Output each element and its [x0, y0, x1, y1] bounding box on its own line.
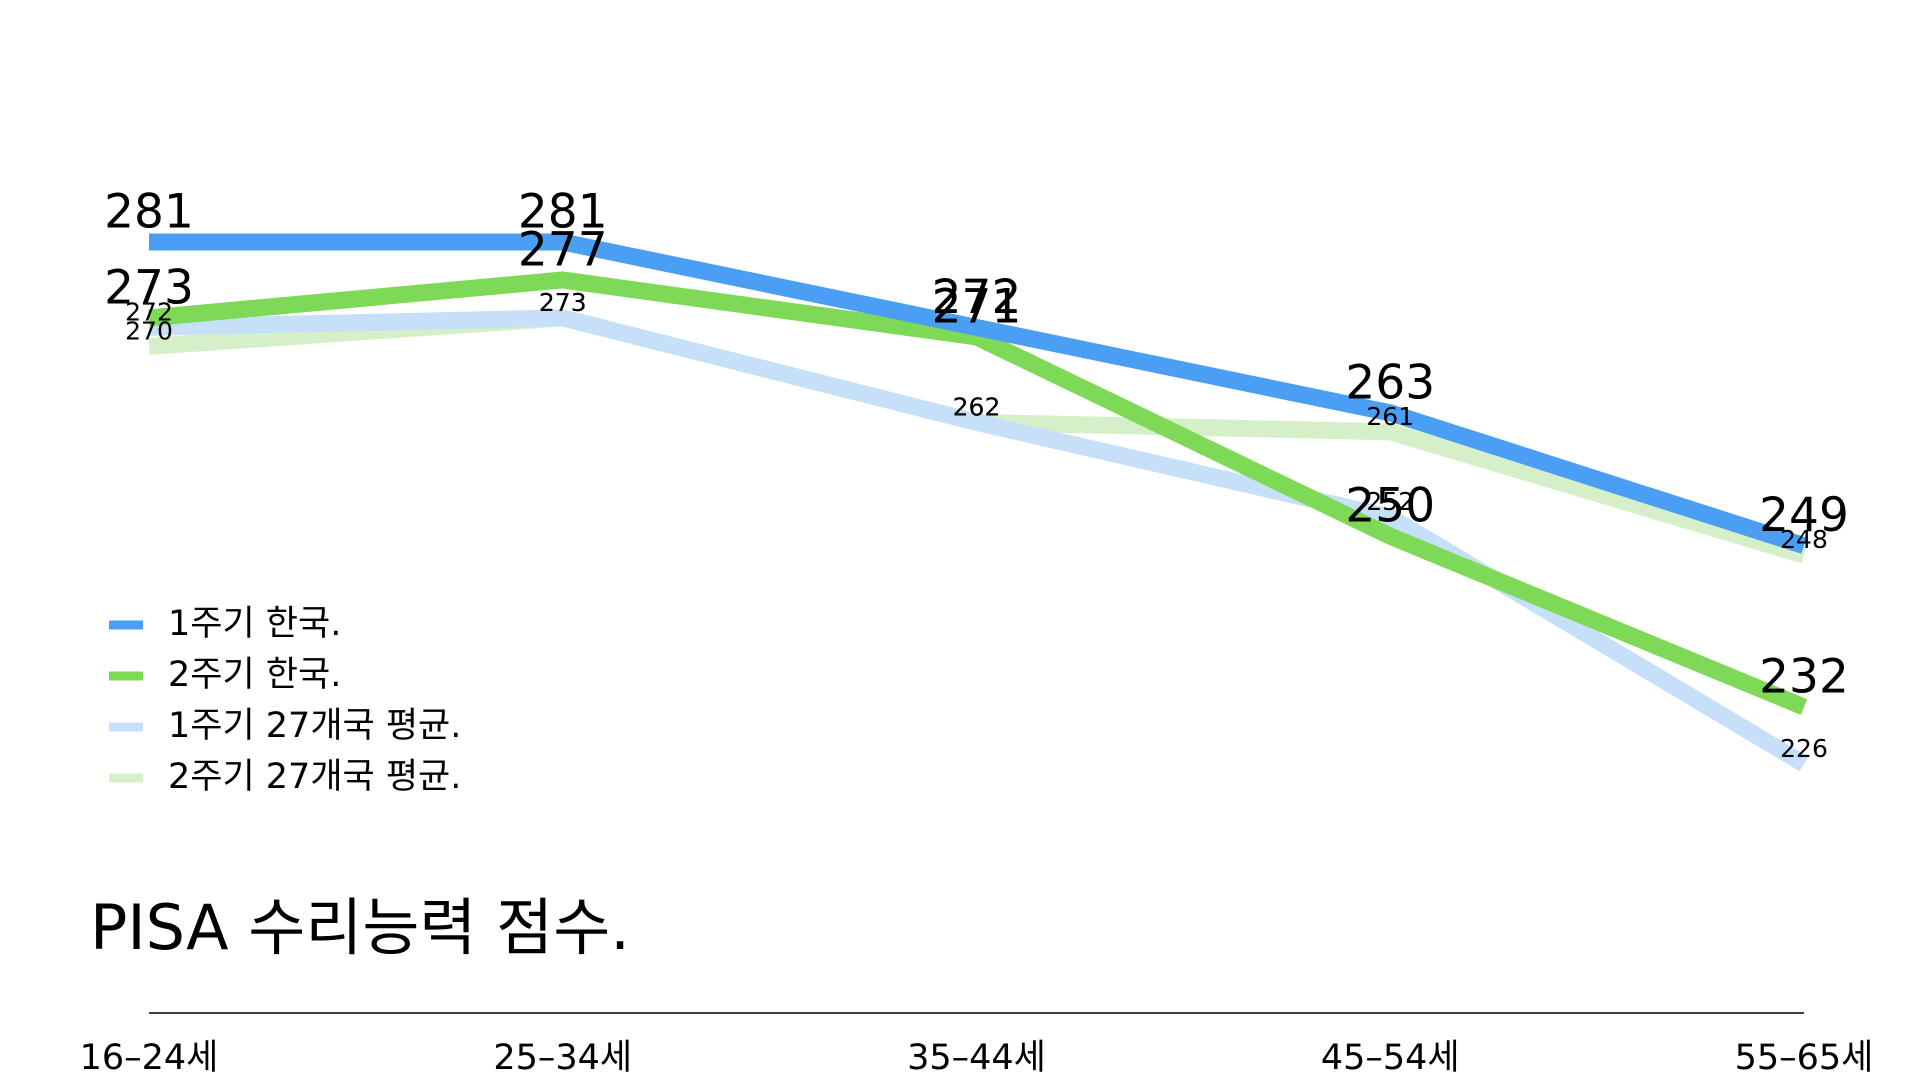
data-label: 250 — [1345, 479, 1435, 534]
data-label: 281 — [518, 185, 608, 240]
x-tick-label: 16–24세 — [80, 1038, 219, 1078]
data-label: 277 — [518, 222, 608, 277]
legend-label: 2주기 한국. — [168, 655, 341, 695]
legend-label: 1주기 27개국 평균. — [168, 706, 461, 746]
x-tick-label: 25–34세 — [493, 1038, 632, 1078]
data-label: 281 — [104, 185, 194, 240]
data-label: 261 — [1366, 402, 1414, 431]
data-label: 273 — [104, 260, 194, 315]
data-label: 262 — [953, 392, 1001, 421]
data-label: 273 — [539, 288, 587, 317]
data-label: 263 — [1345, 355, 1435, 410]
data-label: 248 — [1780, 525, 1828, 554]
legend-label: 1주기 한국. — [168, 604, 341, 644]
data-label: 272 — [932, 270, 1022, 325]
x-tick-label: 35–44세 — [907, 1038, 1046, 1078]
series-line — [149, 233, 1807, 554]
data-label: 262 — [953, 392, 1001, 421]
x-tick-label: 45–54세 — [1321, 1038, 1460, 1078]
data-label: 270 — [125, 316, 173, 345]
data-label: 271 — [932, 279, 1022, 334]
chart-title: PISA 수리능력 점수. — [90, 891, 630, 964]
data-label: 272 — [125, 297, 173, 326]
data-label: 273 — [539, 288, 587, 317]
data-label: 249 — [1759, 488, 1849, 543]
data-label: 226 — [1780, 734, 1828, 763]
series-line — [148, 309, 1809, 772]
data-label: 252 — [1366, 487, 1414, 516]
series-line — [148, 309, 1807, 564]
x-tick-label: 55–65세 — [1735, 1038, 1874, 1078]
legend-label: 2주기 27개국 평균. — [168, 757, 461, 797]
data-label: 232 — [1759, 650, 1849, 705]
series-line — [148, 271, 1808, 715]
